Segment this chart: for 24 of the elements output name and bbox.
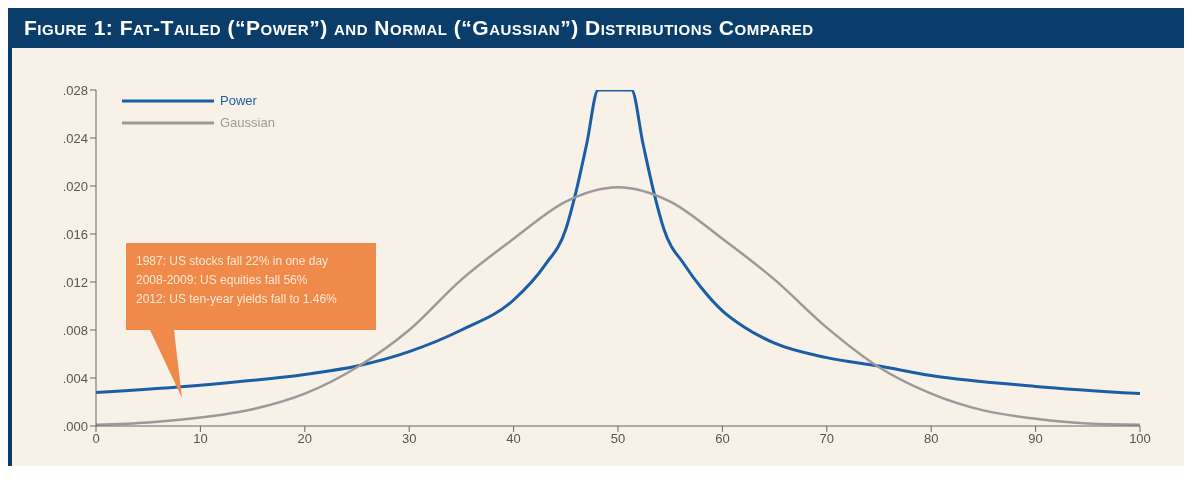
- annotation: 1987: US stocks fall 22% in one day 2008-2009: US equities fall 56% 2012: US ten-year yields fall to 1.46%: [135, 253, 338, 308]
- x-tick-label: 0: [92, 431, 100, 447]
- y-tick-label: .012: [62, 274, 88, 290]
- x-tick-label: 100: [1129, 431, 1151, 447]
- x-tick-label: 30: [401, 431, 417, 447]
- x-tick-label: 90: [1028, 431, 1043, 447]
- x-tick-label: 20: [297, 431, 313, 447]
- x-tick-label: 10: [193, 431, 208, 447]
- x-tick-label: 80: [923, 431, 939, 447]
- y-tick-label: .000: [62, 418, 88, 434]
- chart-title: Figure 1: Fat-Tailed (“Power”) and Normal (“Gaussian”) Distributions Compared: [12, 8, 1184, 48]
- y-tick-label: .028: [62, 82, 88, 98]
- y-tick-label: .004: [62, 370, 88, 386]
- x-tick-label: 50: [610, 431, 626, 447]
- line-series: [96, 90, 1140, 396]
- x-tick-label: 40: [506, 431, 521, 447]
- y-tick-label: .020: [62, 178, 88, 194]
- x-tick-label: 70: [819, 431, 835, 447]
- text: Gaussian: [220, 115, 275, 130]
- y-tick-label: .008: [62, 322, 88, 338]
- y-tick-label: .024: [62, 130, 88, 146]
- text: Power: [220, 93, 258, 108]
- x-tick-label: 60: [715, 431, 730, 447]
- y-tick-label: .016: [62, 226, 88, 242]
